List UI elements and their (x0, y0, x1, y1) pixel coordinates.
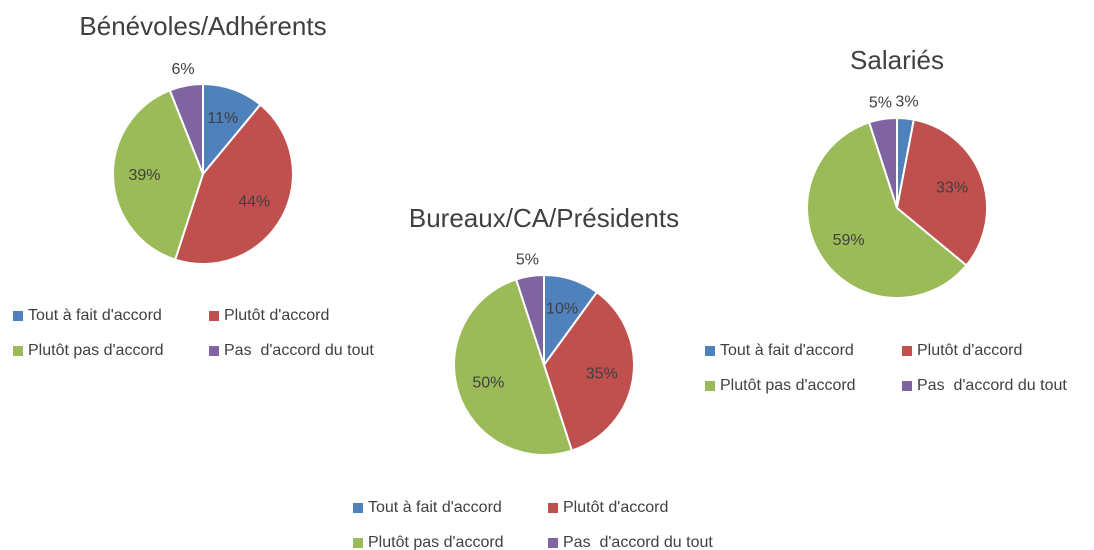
legend-swatch (13, 346, 23, 356)
pie-slice (453, 278, 574, 456)
legend-label: Plutôt pas d'accord (368, 534, 504, 550)
legend-swatch (209, 311, 219, 321)
legend-label: Plutôt pas d'accord (720, 377, 856, 394)
data-label: 50% (472, 374, 504, 391)
chart-title: Salariés (850, 45, 944, 75)
data-label: 35% (586, 365, 618, 382)
legend-label: Plutôt pas d'accord (28, 342, 164, 359)
data-label: 10% (546, 301, 578, 318)
legend-label: Pas d'accord du tout (224, 342, 374, 359)
legend-label: Pas d'accord du tout (917, 377, 1067, 394)
legend-label: Plutôt d'accord (917, 342, 1022, 359)
legend-label: Tout à fait d'accord (368, 499, 502, 516)
data-label: 44% (238, 193, 270, 210)
legend-swatch (13, 311, 23, 321)
data-label: 33% (936, 179, 968, 196)
legend-label: Plutôt d'accord (563, 499, 668, 516)
legend-swatch (209, 346, 219, 356)
legend-label: Tout à fait d'accord (720, 342, 854, 359)
pie-slice (806, 121, 968, 299)
legend-swatch (548, 503, 558, 513)
legend-swatch (548, 538, 558, 548)
pie-slice (895, 118, 988, 267)
legend-label: Plutôt d'accord (224, 307, 329, 324)
pie-slice (867, 116, 898, 209)
data-label: 3% (895, 93, 918, 110)
legend-swatch (705, 381, 715, 391)
legend-swatch (705, 346, 715, 356)
legend-swatch (902, 381, 912, 391)
legend-swatch (353, 538, 363, 548)
legend-swatch (902, 346, 912, 356)
data-label: 39% (129, 167, 161, 184)
pie-slice (168, 82, 204, 175)
legend-label: Tout à fait d'accord (28, 307, 162, 324)
pie-slice (542, 290, 635, 452)
chart-title: Bénévoles/Adhérents (79, 11, 326, 41)
data-label: 5% (516, 251, 539, 268)
legend-label: Pas d'accord du tout (563, 534, 713, 550)
data-label: 6% (172, 61, 195, 78)
data-label: 5% (869, 94, 892, 111)
data-label: 59% (833, 232, 865, 249)
chart-title: Bureaux/CA/Présidents (409, 203, 679, 233)
legend-swatch (353, 503, 363, 513)
pie-slice (514, 273, 545, 366)
pie-slice (112, 89, 205, 261)
data-label: 11% (207, 110, 238, 127)
pie-slice (173, 103, 294, 265)
